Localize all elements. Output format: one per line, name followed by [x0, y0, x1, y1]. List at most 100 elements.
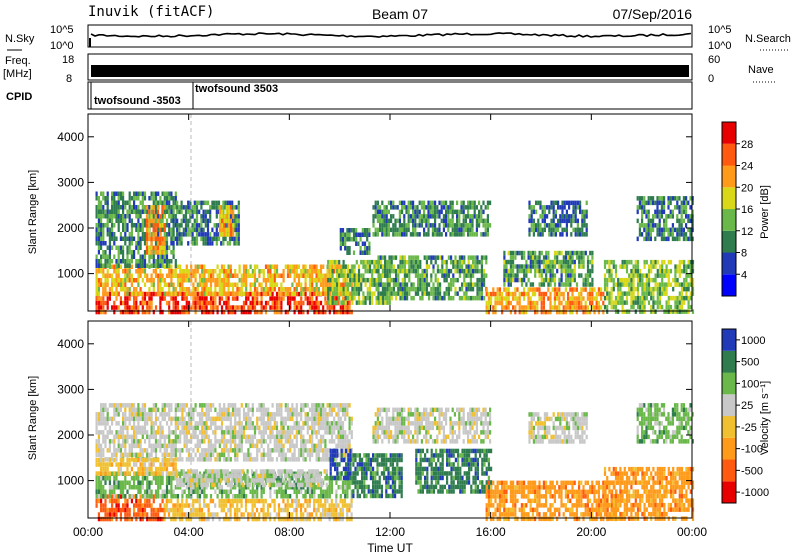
heatmap-cell [610, 304, 613, 310]
heatmap-cell [341, 241, 345, 246]
heatmap-cell [625, 277, 629, 283]
heatmap-cell [253, 273, 257, 278]
heatmap-cell [150, 191, 153, 196]
heatmap-cell [355, 237, 358, 242]
heatmap-cell [553, 264, 557, 269]
heatmap-cell [170, 241, 173, 246]
heatmap-cell [449, 218, 452, 224]
heatmap-cell [234, 480, 237, 485]
heatmap-cell [247, 485, 250, 490]
heatmap-cell [154, 494, 158, 499]
heatmap-cell [319, 264, 323, 269]
heatmap-cell [538, 264, 541, 269]
heatmap-cell [225, 232, 228, 237]
heatmap-cell [137, 507, 140, 513]
heatmap-cell [284, 516, 287, 522]
heatmap-cell [403, 268, 406, 274]
heatmap-cell [300, 287, 303, 292]
heatmap-cell [553, 287, 556, 292]
heatmap-cell [392, 214, 395, 219]
heatmap-cell [363, 250, 367, 255]
heatmap-cell [465, 282, 468, 287]
heatmap-cell [100, 254, 103, 259]
colorbar-tick-label: 12 [741, 226, 753, 238]
heatmap-cell [172, 254, 175, 259]
heatmap-cell [216, 305, 219, 310]
heatmap-cell [170, 291, 173, 296]
heatmap-cell [554, 214, 557, 219]
heatmap-cell [465, 295, 468, 301]
heatmap-cell [667, 205, 670, 210]
heatmap-cell [192, 300, 195, 306]
heatmap-cell [275, 489, 279, 494]
heatmap-cell [304, 282, 307, 287]
heatmap-cell [146, 305, 149, 310]
heatmap-cell [150, 273, 153, 278]
heatmap-cell [456, 223, 459, 228]
heatmap-cell [346, 264, 350, 269]
heatmap-cell [174, 214, 177, 219]
heatmap-cell [586, 273, 590, 278]
heatmap-cell [122, 485, 125, 490]
heatmap-cell [337, 516, 340, 522]
heatmap-cell [238, 494, 241, 499]
heatmap-cell [273, 264, 276, 269]
heatmap-cell [181, 305, 184, 310]
heatmap-cell [636, 273, 640, 278]
heatmap-cell [280, 309, 283, 315]
heatmap-cell [676, 300, 679, 305]
heatmap-cell [286, 296, 290, 301]
heatmap-cell [350, 228, 353, 233]
heatmap-cell [362, 291, 365, 296]
heatmap-cell [319, 516, 322, 522]
heatmap-cell [549, 259, 552, 265]
heatmap-cell [333, 264, 336, 269]
heatmap-cell [552, 227, 555, 233]
heatmap-cell [189, 218, 192, 224]
heatmap-cell [231, 282, 235, 287]
heatmap-cell [137, 485, 140, 490]
heatmap-cell [168, 269, 171, 274]
heatmap-cell [427, 214, 430, 219]
heatmap-cell [556, 309, 559, 315]
heatmap-cell [150, 254, 153, 259]
heatmap-cell [113, 282, 116, 287]
heatmap-cell [379, 264, 383, 269]
heatmap-cell [184, 473, 188, 479]
heatmap-cell [193, 218, 196, 224]
heatmap-cell [272, 482, 276, 488]
heatmap-cell [557, 200, 560, 206]
heatmap-cell [419, 273, 422, 278]
heatmap-cell [159, 214, 162, 219]
heatmap-cell [146, 485, 149, 490]
heatmap-cell [539, 223, 542, 228]
heatmap-cell [348, 237, 351, 242]
heatmap-cell [271, 287, 274, 292]
heatmap-cell [650, 264, 653, 269]
heatmap-cell [291, 282, 294, 287]
colorbar-tick-label: 24 [741, 161, 753, 173]
heatmap-cell [154, 269, 158, 274]
heatmap-cell [505, 277, 508, 283]
heatmap-cell [95, 223, 98, 228]
heatmap-cell [282, 507, 285, 513]
heatmap-cell [480, 264, 483, 269]
heatmap-cell [108, 209, 111, 214]
heatmap-cell [227, 305, 230, 310]
heatmap-cell [139, 498, 142, 504]
heatmap-cell [190, 278, 193, 283]
heatmap-cell [170, 227, 173, 232]
heatmap-cell [275, 482, 278, 488]
heatmap-cell [586, 264, 590, 269]
heatmap-cell [585, 200, 588, 206]
heatmap-cell [381, 273, 384, 278]
heatmap-cell [458, 268, 461, 274]
heatmap-cell [282, 296, 285, 301]
heatmap-cell [427, 205, 430, 210]
heatmap-cell [288, 478, 291, 483]
heatmap-cell [240, 282, 243, 287]
heatmap-cell [273, 498, 276, 504]
heatmap-cell [295, 512, 298, 517]
heatmap-cell [507, 305, 510, 310]
heatmap-cell [573, 264, 576, 269]
